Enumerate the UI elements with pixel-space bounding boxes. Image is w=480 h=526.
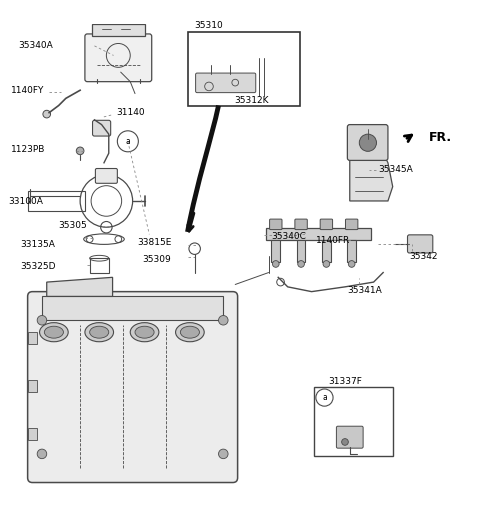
Bar [28,380,37,392]
Ellipse shape [85,322,114,342]
Text: 1140FY: 1140FY [11,86,44,95]
FancyBboxPatch shape [96,168,117,183]
Text: a: a [125,137,130,146]
Ellipse shape [180,326,199,338]
Polygon shape [92,24,144,36]
Text: 35309: 35309 [142,255,171,264]
Circle shape [43,110,50,118]
Bar [314,387,393,456]
FancyBboxPatch shape [270,219,282,229]
FancyBboxPatch shape [196,73,256,93]
Polygon shape [350,153,393,201]
Text: 33100A: 33100A [9,197,43,206]
Circle shape [37,449,47,459]
Circle shape [323,260,330,267]
Text: 35340A: 35340A [18,42,53,50]
FancyBboxPatch shape [320,219,333,229]
Ellipse shape [90,326,109,338]
Bar [28,191,85,210]
Text: 33135A: 33135A [21,240,55,249]
Bar [90,258,109,272]
Circle shape [342,439,348,446]
Circle shape [37,316,47,325]
Bar [348,240,356,261]
Circle shape [273,260,279,267]
Ellipse shape [44,326,63,338]
FancyBboxPatch shape [28,291,238,482]
Ellipse shape [176,322,204,342]
Text: 31337F: 31337F [328,377,362,386]
Text: 1140FR: 1140FR [316,236,350,245]
Text: 35345A: 35345A [378,166,413,175]
FancyBboxPatch shape [336,426,363,448]
Text: 35341A: 35341A [348,286,382,295]
Circle shape [348,260,355,267]
Circle shape [360,134,376,151]
FancyBboxPatch shape [93,120,111,136]
Circle shape [218,316,228,325]
Text: 1123PB: 1123PB [11,145,45,154]
Circle shape [298,260,304,267]
Text: 33815E: 33815E [137,238,172,247]
Text: 35305: 35305 [59,221,87,230]
Bar [266,228,371,240]
Text: 31140: 31140 [116,108,144,117]
FancyBboxPatch shape [346,219,358,229]
FancyBboxPatch shape [408,235,433,253]
Bar [297,240,305,261]
Ellipse shape [39,322,68,342]
Circle shape [76,147,84,155]
FancyBboxPatch shape [295,219,307,229]
Text: 35342: 35342 [409,252,438,261]
Bar [272,240,280,261]
Bar [28,428,37,440]
Text: 35310: 35310 [195,22,223,31]
Bar [42,297,223,320]
Ellipse shape [130,322,159,342]
Bar [28,332,37,344]
Ellipse shape [135,326,154,338]
Text: 35325D: 35325D [21,262,56,271]
FancyBboxPatch shape [348,125,388,160]
Polygon shape [47,277,113,297]
FancyBboxPatch shape [85,34,152,82]
Text: FR.: FR. [429,132,452,145]
Text: 35340C: 35340C [271,232,306,241]
Bar [188,32,300,106]
Circle shape [218,449,228,459]
Text: a: a [322,393,327,402]
Text: 35312K: 35312K [234,96,268,105]
Bar [322,240,331,261]
